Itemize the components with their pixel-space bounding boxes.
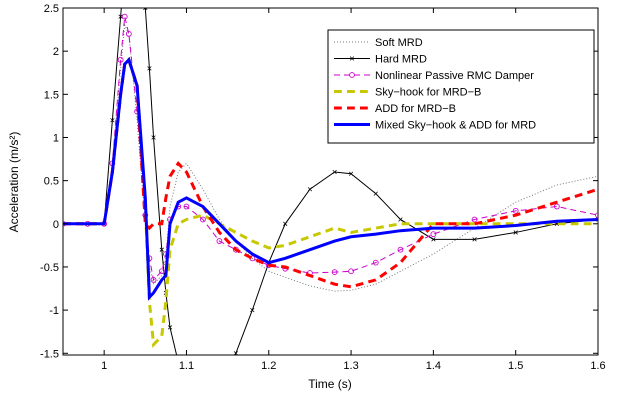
legend-label: Sky−hook for MRD−B (375, 87, 481, 99)
y-tick-label: 1.5 (44, 89, 59, 101)
x-tick-label: 1.4 (426, 360, 441, 372)
x-tick-label: 1.3 (343, 360, 358, 372)
y-tick-label: -1.5 (40, 348, 59, 360)
series-line (63, 56, 598, 349)
series-line (63, 56, 598, 301)
series-layer (63, 8, 598, 355)
y-tick-label: -0.5 (40, 262, 59, 274)
legend-label: Mixed Sky−hook & ADD for MRD (375, 120, 536, 132)
legend-box (327, 29, 595, 144)
y-tick-label: 1 (53, 132, 59, 144)
x-tick-label: 1.5 (508, 360, 523, 372)
series-line (63, 56, 598, 289)
legend-label: Hard MRD (375, 54, 427, 66)
legend-label: Soft MRD (375, 37, 423, 49)
y-tick-label: -1 (49, 305, 59, 317)
x-tick-label: 1.1 (179, 360, 194, 372)
y-axis-label: Acceleration (m/s²) (7, 132, 21, 233)
y-tick-label: 0 (53, 219, 59, 231)
y-tick-label: 0.5 (44, 176, 59, 188)
x-tick-label: 1.2 (261, 360, 276, 372)
legend-label: ADD for MRD−B (375, 103, 456, 115)
series-line (63, 13, 598, 283)
y-tick-label: 2 (53, 46, 59, 58)
legend-label: Nonlinear Passive RMC Damper (375, 70, 534, 82)
x-tick-label: 1 (101, 360, 107, 372)
x-tick-label: 1.6 (590, 360, 605, 372)
x-axis-label: Time (s) (308, 377, 352, 391)
y-tick-label: 2.5 (44, 3, 59, 15)
